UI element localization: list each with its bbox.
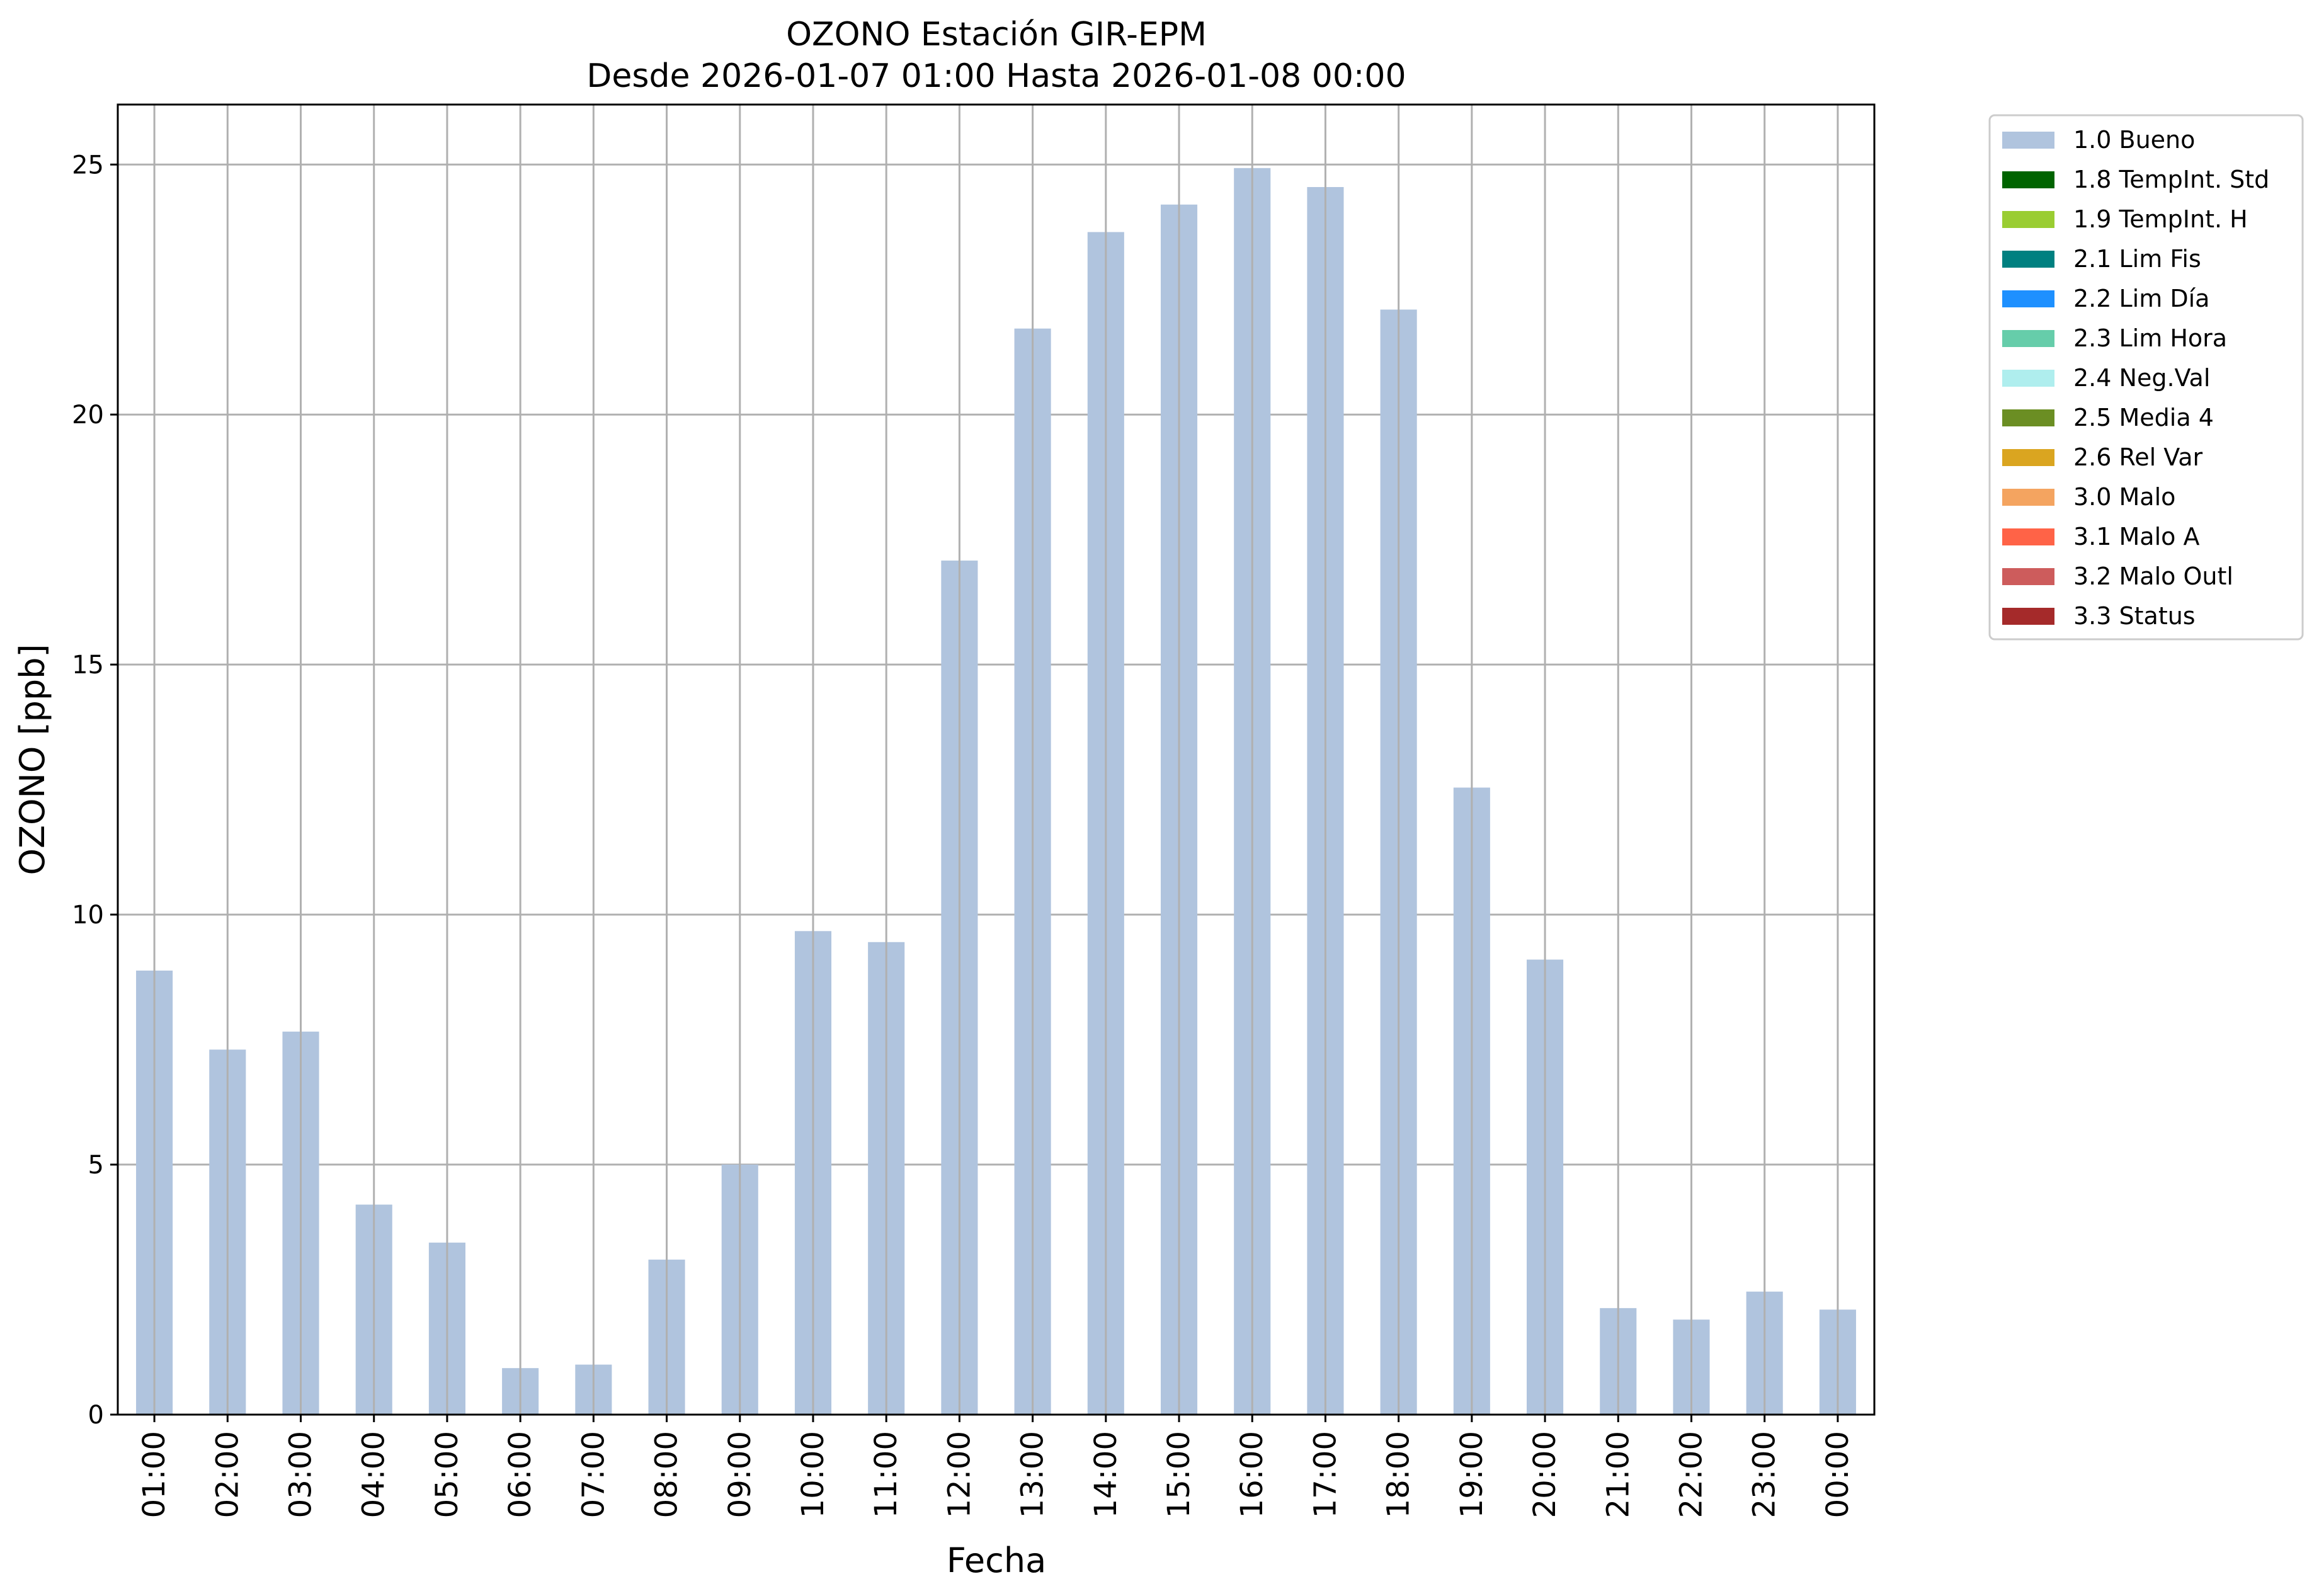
legend-box bbox=[1988, 114, 2304, 641]
y-tick-label: 5 bbox=[88, 1151, 104, 1180]
chart-title: OZONO Estación GIR-EPM bbox=[786, 16, 1207, 54]
legend-label: 2.2 Lim Día bbox=[2073, 285, 2209, 312]
x-tick-label: 20:00 bbox=[1527, 1431, 1563, 1518]
legend-swatch bbox=[2002, 409, 2054, 426]
y-axis-label: OZONO [ppb] bbox=[13, 644, 52, 875]
x-tick-label: 03:00 bbox=[283, 1431, 319, 1518]
x-tick-label: 14:00 bbox=[1088, 1431, 1124, 1518]
legend-label: 3.0 Malo bbox=[2073, 483, 2175, 511]
legend-label: 2.5 Media 4 bbox=[2073, 404, 2214, 431]
x-axis-ticks: 01:00 02:00 03:00 04:00 05:00 06:00 07:00 08:00… bbox=[137, 1415, 1855, 1518]
legend-label: 1.8 TempInt. Std bbox=[2073, 166, 2269, 193]
legend-swatch bbox=[2002, 251, 2054, 268]
x-tick-label: 16:00 bbox=[1234, 1431, 1270, 1518]
legend-label: 3.2 Malo Outl bbox=[2073, 562, 2233, 590]
y-tick-label: 20 bbox=[72, 401, 104, 430]
x-tick-label: 00:00 bbox=[1820, 1431, 1855, 1518]
x-tick-label: 06:00 bbox=[503, 1431, 538, 1518]
legend-swatch bbox=[2002, 449, 2054, 466]
x-tick-label: 07:00 bbox=[576, 1431, 611, 1518]
x-tick-label: 23:00 bbox=[1747, 1431, 1782, 1518]
x-tick-label: 19:00 bbox=[1454, 1431, 1490, 1518]
legend-swatch bbox=[2002, 568, 2054, 585]
x-tick-label: 04:00 bbox=[356, 1431, 392, 1518]
legend-label: 2.6 Rel Var bbox=[2073, 443, 2203, 471]
legend-swatch bbox=[2002, 211, 2054, 228]
x-tick-label: 09:00 bbox=[722, 1431, 758, 1518]
legend-swatch bbox=[2002, 370, 2054, 387]
legend-label: 1.9 TempInt. H bbox=[2073, 205, 2248, 233]
y-tick-label: 25 bbox=[72, 151, 104, 180]
legend-label: 1.0 Bueno bbox=[2073, 126, 2195, 154]
x-tick-label: 12:00 bbox=[942, 1431, 977, 1518]
y-tick-label: 10 bbox=[72, 901, 104, 930]
x-tick-label: 02:00 bbox=[210, 1431, 245, 1518]
y-axis-ticks: 0 5 10 15 20 25 bbox=[72, 151, 118, 1430]
legend-swatch bbox=[2002, 489, 2054, 506]
vertical-gridlines bbox=[153, 105, 1839, 1415]
legend-label: 2.4 Neg.Val bbox=[2073, 364, 2210, 392]
x-tick-label: 08:00 bbox=[649, 1431, 685, 1518]
legend-swatch bbox=[2002, 330, 2054, 347]
plot-frame bbox=[117, 103, 1876, 1416]
legend-swatch bbox=[2002, 290, 2054, 307]
legend-swatch bbox=[2002, 608, 2054, 625]
legend: 1.0 Bueno 1.8 TempInt. Std 1.9 TempInt. H 2… bbox=[1988, 114, 2304, 641]
x-tick-label: 11:00 bbox=[869, 1431, 904, 1518]
legend-swatch bbox=[2002, 132, 2054, 149]
legend-swatch bbox=[2002, 171, 2054, 188]
x-tick-label: 13:00 bbox=[1015, 1431, 1051, 1518]
legend-swatch bbox=[2002, 528, 2054, 545]
x-tick-label: 21:00 bbox=[1600, 1431, 1636, 1518]
legend-label: 2.1 Lim Fis bbox=[2073, 245, 2201, 273]
y-tick-label: 0 bbox=[88, 1401, 104, 1430]
y-tick-label: 15 bbox=[72, 651, 104, 680]
x-tick-label: 18:00 bbox=[1381, 1431, 1416, 1518]
x-tick-label: 01:00 bbox=[137, 1431, 172, 1518]
legend-label: 2.3 Lim Hora bbox=[2073, 324, 2227, 352]
legend-label: 3.3 Status bbox=[2073, 602, 2196, 630]
x-tick-label: 22:00 bbox=[1673, 1431, 1709, 1518]
x-tick-label: 17:00 bbox=[1308, 1431, 1343, 1518]
legend-label: 3.1 Malo A bbox=[2073, 523, 2199, 550]
x-tick-label: 10:00 bbox=[795, 1431, 831, 1518]
x-tick-label: 15:00 bbox=[1161, 1431, 1197, 1518]
x-tick-label: 05:00 bbox=[430, 1431, 465, 1518]
x-axis-label: Fecha bbox=[947, 1541, 1046, 1580]
chart-subtitle: Desde 2026-01-07 01:00 Hasta 2026-01-08 … bbox=[586, 57, 1406, 95]
